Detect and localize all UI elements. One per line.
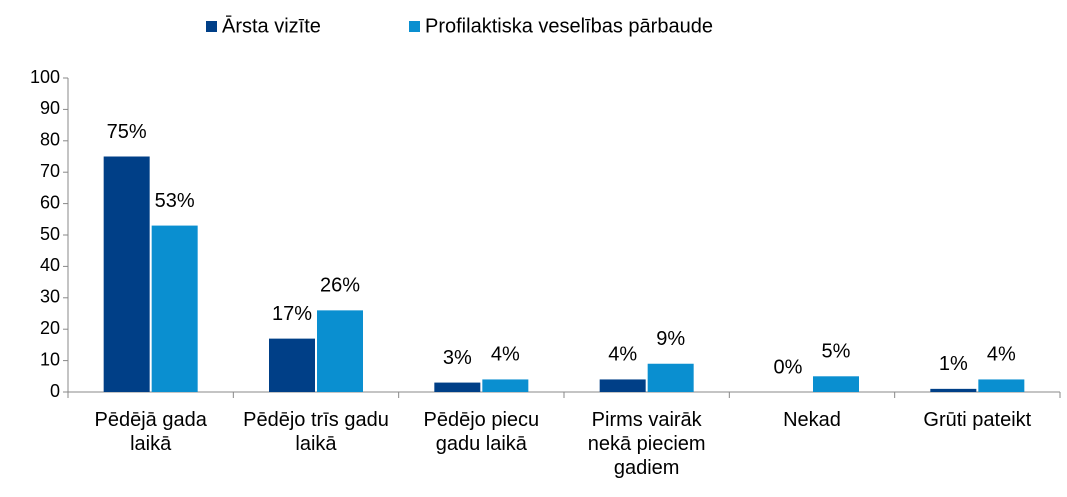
y-tick-label: 50 bbox=[40, 224, 60, 244]
data-label: 4% bbox=[987, 344, 1016, 366]
x-tick-label: Pēdējo trīs gadu laikā bbox=[243, 409, 389, 455]
legend-label: Profilaktiska veselības pārbaude bbox=[425, 15, 713, 37]
y-tick-label: 10 bbox=[40, 349, 60, 369]
x-tick-label: Grūti pateikt bbox=[923, 409, 1032, 431]
bar bbox=[269, 338, 315, 392]
x-tick-label: Nekad bbox=[783, 409, 841, 431]
data-label: 5% bbox=[822, 341, 851, 363]
y-tick-label: 80 bbox=[40, 130, 60, 150]
x-tick-label: Pirms vairāk nekā pieciem gadiem bbox=[587, 409, 706, 479]
y-tick-label: 90 bbox=[40, 98, 60, 118]
y-tick-label: 20 bbox=[40, 318, 60, 338]
y-tick-label: 0 bbox=[50, 381, 60, 401]
y-tick-label: 40 bbox=[40, 255, 60, 275]
bar bbox=[482, 379, 529, 392]
legend-label: Ārsta vizīte bbox=[222, 14, 321, 37]
legend-swatch bbox=[206, 21, 217, 32]
data-label: 4% bbox=[491, 344, 520, 366]
data-label: 17% bbox=[272, 303, 312, 325]
data-label: 3% bbox=[443, 347, 472, 369]
data-label: 0% bbox=[774, 356, 803, 378]
data-label: 9% bbox=[656, 328, 685, 350]
bar bbox=[317, 310, 363, 392]
data-label: 26% bbox=[320, 275, 360, 297]
bar bbox=[599, 379, 646, 392]
y-tick-label: 100 bbox=[30, 67, 60, 87]
bar bbox=[434, 382, 481, 392]
y-tick-label: 70 bbox=[40, 161, 60, 181]
data-label: 53% bbox=[155, 190, 195, 212]
data-label: 1% bbox=[939, 353, 968, 375]
bar bbox=[813, 376, 859, 392]
y-tick-label: 30 bbox=[40, 287, 60, 307]
bar bbox=[151, 225, 198, 392]
y-tick-label: 60 bbox=[40, 192, 60, 212]
bar bbox=[103, 156, 150, 392]
x-tick-label: Pēdējo piecu gadu laikā bbox=[423, 409, 540, 455]
data-label: 75% bbox=[107, 121, 147, 143]
bar bbox=[978, 379, 1025, 392]
legend-swatch bbox=[409, 21, 420, 32]
x-tick-label: Pēdējā gada laikā bbox=[94, 409, 207, 455]
data-label: 4% bbox=[608, 344, 637, 366]
bar bbox=[647, 363, 694, 392]
bar bbox=[930, 388, 977, 392]
